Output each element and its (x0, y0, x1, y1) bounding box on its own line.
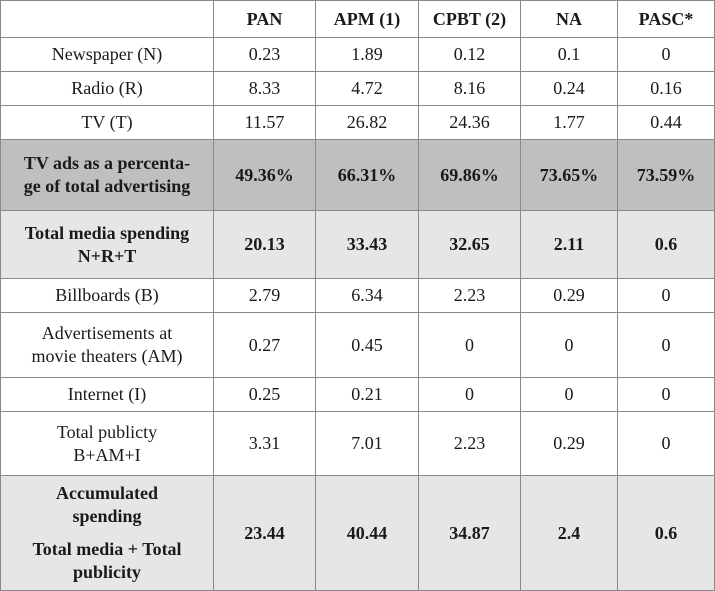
value-cell: 0.21 (315, 377, 419, 412)
value-cell: 0.6 (617, 475, 715, 591)
row-label: Billboards (B) (0, 278, 214, 313)
label-line: Internet (I) (67, 384, 147, 404)
value-cell: 0.12 (418, 37, 521, 72)
value-cell: 0.29 (520, 278, 618, 313)
value-cell: 0 (617, 411, 715, 476)
row-label: Accumulated spending Total media + Total pu… (0, 475, 214, 591)
label-line: TV ads as a percenta- (23, 153, 191, 173)
label-line: movie theaters (AM) (31, 346, 183, 366)
label-line: Radio (R) (71, 78, 143, 98)
value-cell: 0 (617, 377, 715, 412)
label-line: TV (T) (81, 112, 133, 132)
value-cell: 69.86% (418, 139, 521, 211)
table-row: Advertisements at movie theaters (AM) 0.27… (0, 312, 715, 378)
value-cell: 40.44 (315, 475, 419, 591)
row-label: Internet (I) (0, 377, 214, 412)
value-cell: 0.23 (213, 37, 316, 72)
table-row: TV ads as a percenta-ge of total adverti… (0, 139, 715, 211)
value-cell: 0.27 (213, 312, 316, 378)
value-cell: 2.23 (418, 278, 521, 313)
header-cell: CPBT (2) (418, 0, 521, 38)
value-cell: 49.36% (213, 139, 316, 211)
table-row: Radio (R) 8.33 4.72 8.16 0.24 0.16 (0, 71, 715, 106)
value-cell: 73.59% (617, 139, 715, 211)
value-cell: 8.16 (418, 71, 521, 106)
value-cell: 0 (520, 312, 618, 378)
value-cell: 2.4 (520, 475, 618, 591)
value-cell: 24.36 (418, 105, 521, 140)
value-cell: 6.34 (315, 278, 419, 313)
label-line: B+AM+I (73, 444, 141, 465)
value-cell: 0.45 (315, 312, 419, 378)
value-cell: 3.31 (213, 411, 316, 476)
table-row: TV (T) 11.57 26.82 24.36 1.77 0.44 (0, 105, 715, 140)
value-cell: 0 (617, 312, 715, 378)
value-cell: 33.43 (315, 210, 419, 279)
value-cell: 1.89 (315, 37, 419, 72)
value-cell: 0.44 (617, 105, 715, 140)
table-row: Newspaper (N) 0.23 1.89 0.12 0.1 0 (0, 37, 715, 72)
value-cell: 23.44 (213, 475, 316, 591)
value-cell: 7.01 (315, 411, 419, 476)
value-cell: 2.11 (520, 210, 618, 279)
header-cell: APM (1) (315, 0, 419, 38)
value-cell: 0.6 (617, 210, 715, 279)
header-cell: PASC* (617, 0, 715, 38)
row-label: Advertisements at movie theaters (AM) (0, 312, 214, 378)
header-cell: PAN (213, 0, 316, 38)
value-cell: 0.16 (617, 71, 715, 106)
row-label: Newspaper (N) (0, 37, 214, 72)
label-line: spending (72, 506, 142, 526)
header-row: PAN APM (1) CPBT (2) NA PASC* (0, 0, 715, 38)
label-line: Total publicty (56, 421, 158, 442)
table-row: Internet (I) 0.25 0.21 0 0 0 (0, 377, 715, 412)
value-cell: 34.87 (418, 475, 521, 591)
value-cell: 0 (617, 278, 715, 313)
label-line: Advertisements at (41, 323, 173, 343)
label-line: Billboards (B) (55, 285, 159, 305)
table-row: Accumulated spending Total media + Total pu… (0, 475, 715, 591)
label-line: Newspaper (N) (51, 44, 163, 64)
table-row: Billboards (B) 2.79 6.34 2.23 0.29 0 (0, 278, 715, 313)
label-line: Total media + Total (32, 539, 182, 559)
value-cell: 8.33 (213, 71, 316, 106)
value-cell: 26.82 (315, 105, 419, 140)
label-line: ge of total advertising (23, 176, 191, 196)
value-cell: 0 (520, 377, 618, 412)
label-line: Total media spending (24, 222, 190, 243)
label-line: Accumulated (56, 483, 158, 503)
value-cell: 2.23 (418, 411, 521, 476)
header-cell: NA (520, 0, 618, 38)
table-row: Total media spending N+R+T 20.13 33.43 32.65… (0, 210, 715, 279)
value-cell: 32.65 (418, 210, 521, 279)
value-cell: 20.13 (213, 210, 316, 279)
corner-cell (0, 0, 214, 38)
value-cell: 0.25 (213, 377, 316, 412)
value-cell: 0 (418, 312, 521, 378)
value-cell: 66.31% (315, 139, 419, 211)
value-cell: 11.57 (213, 105, 316, 140)
value-cell: 1.77 (520, 105, 618, 140)
label-line: N+R+T (77, 245, 137, 266)
row-label: Radio (R) (0, 71, 214, 106)
value-cell: 0.24 (520, 71, 618, 106)
value-cell: 0.29 (520, 411, 618, 476)
row-label: Total media spending N+R+T (0, 210, 214, 279)
value-cell: 0 (617, 37, 715, 72)
row-label: TV ads as a percenta-ge of total adverti… (0, 139, 214, 211)
value-cell: 0.1 (520, 37, 618, 72)
row-label: TV (T) (0, 105, 214, 140)
row-label: Total publicty B+AM+I (0, 411, 214, 476)
value-cell: 2.79 (213, 278, 316, 313)
value-cell: 73.65% (520, 139, 618, 211)
label-line: publicity (72, 562, 142, 582)
table-row: Total publicty B+AM+I 3.31 7.01 2.23 0.29 0 (0, 411, 715, 476)
value-cell: 0 (418, 377, 521, 412)
value-cell: 4.72 (315, 71, 419, 106)
